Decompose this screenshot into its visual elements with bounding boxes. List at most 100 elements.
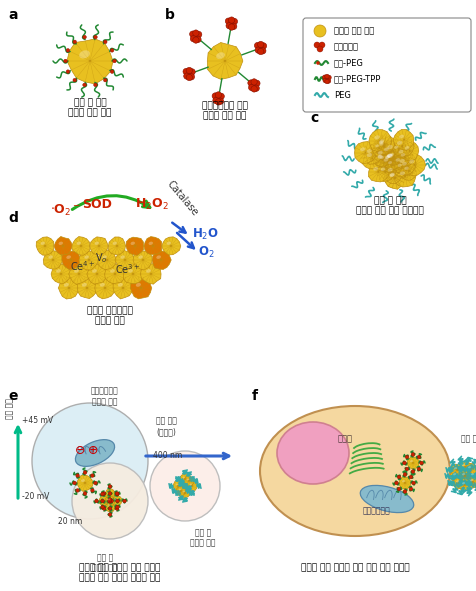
Circle shape xyxy=(115,506,119,510)
Text: 지질-PEG: 지질-PEG xyxy=(333,59,363,67)
Polygon shape xyxy=(98,251,116,269)
Circle shape xyxy=(64,59,67,63)
Circle shape xyxy=(228,21,234,27)
Polygon shape xyxy=(99,496,109,506)
Ellipse shape xyxy=(182,491,185,492)
Polygon shape xyxy=(368,129,391,152)
Ellipse shape xyxy=(461,473,464,475)
Ellipse shape xyxy=(461,482,464,484)
Ellipse shape xyxy=(120,255,125,259)
Text: SOD: SOD xyxy=(82,198,112,211)
Polygon shape xyxy=(105,496,115,506)
Text: 세포 밖 위치: 세포 밖 위치 xyxy=(460,434,476,443)
Polygon shape xyxy=(371,149,392,171)
Circle shape xyxy=(186,74,192,80)
Ellipse shape xyxy=(398,150,403,154)
Polygon shape xyxy=(89,237,108,255)
Text: ⊖: ⊖ xyxy=(75,444,85,457)
Text: Catalase: Catalase xyxy=(165,179,199,218)
Circle shape xyxy=(195,31,201,38)
Polygon shape xyxy=(113,277,134,299)
Ellipse shape xyxy=(387,154,392,158)
Circle shape xyxy=(194,36,201,43)
Circle shape xyxy=(116,499,119,503)
Polygon shape xyxy=(374,138,392,155)
Circle shape xyxy=(112,59,116,63)
Circle shape xyxy=(32,403,148,519)
Polygon shape xyxy=(380,150,398,168)
Text: 미토콘드리아 표적
세리아 나노 입자: 미토콘드리아 표적 세리아 나노 입자 xyxy=(202,101,248,121)
Ellipse shape xyxy=(375,144,378,147)
Circle shape xyxy=(190,35,196,42)
Circle shape xyxy=(313,42,319,48)
Polygon shape xyxy=(371,145,393,167)
Polygon shape xyxy=(179,474,189,484)
Polygon shape xyxy=(380,151,399,170)
Polygon shape xyxy=(360,144,382,164)
Polygon shape xyxy=(392,145,412,164)
Ellipse shape xyxy=(166,242,170,245)
Ellipse shape xyxy=(128,269,133,273)
Circle shape xyxy=(317,46,322,52)
Circle shape xyxy=(408,487,412,491)
Polygon shape xyxy=(381,163,403,184)
Ellipse shape xyxy=(383,148,388,151)
Ellipse shape xyxy=(112,242,117,245)
Circle shape xyxy=(316,61,319,65)
Circle shape xyxy=(192,37,198,43)
Ellipse shape xyxy=(66,255,71,259)
Polygon shape xyxy=(378,142,399,162)
Ellipse shape xyxy=(398,135,403,138)
Polygon shape xyxy=(43,251,63,269)
Ellipse shape xyxy=(114,499,117,501)
Ellipse shape xyxy=(384,155,389,159)
Ellipse shape xyxy=(394,145,397,149)
Text: f: f xyxy=(251,389,258,403)
Circle shape xyxy=(93,83,97,87)
Circle shape xyxy=(394,481,397,485)
Ellipse shape xyxy=(178,489,180,491)
Circle shape xyxy=(416,467,420,471)
Ellipse shape xyxy=(404,167,408,170)
Circle shape xyxy=(248,85,254,90)
Polygon shape xyxy=(381,139,403,162)
Circle shape xyxy=(250,79,257,85)
Circle shape xyxy=(102,506,106,510)
Ellipse shape xyxy=(102,255,107,259)
Ellipse shape xyxy=(453,467,456,469)
Ellipse shape xyxy=(138,255,143,259)
Polygon shape xyxy=(62,251,80,269)
Polygon shape xyxy=(458,479,470,491)
Text: +45 mV: +45 mV xyxy=(22,416,53,425)
Text: O$_2$: O$_2$ xyxy=(198,245,214,260)
Ellipse shape xyxy=(107,505,110,506)
Ellipse shape xyxy=(408,160,414,164)
Polygon shape xyxy=(108,237,125,255)
Polygon shape xyxy=(389,141,407,159)
Ellipse shape xyxy=(385,155,389,158)
Polygon shape xyxy=(383,167,405,189)
Circle shape xyxy=(103,79,107,82)
Polygon shape xyxy=(152,251,171,269)
Polygon shape xyxy=(382,148,401,170)
Circle shape xyxy=(108,500,111,504)
Ellipse shape xyxy=(386,154,391,157)
Circle shape xyxy=(215,95,221,102)
Circle shape xyxy=(255,47,261,53)
Polygon shape xyxy=(360,148,382,169)
Polygon shape xyxy=(384,168,403,188)
Circle shape xyxy=(122,499,126,503)
Circle shape xyxy=(188,74,194,80)
Circle shape xyxy=(324,74,328,79)
Polygon shape xyxy=(381,148,402,170)
Ellipse shape xyxy=(175,483,178,485)
Ellipse shape xyxy=(182,476,185,479)
Ellipse shape xyxy=(378,141,383,144)
Ellipse shape xyxy=(48,255,53,259)
Circle shape xyxy=(257,45,263,51)
Text: 세포 내 표적
세리아 나노 입자: 세포 내 표적 세리아 나노 입자 xyxy=(68,98,111,118)
FancyArrowPatch shape xyxy=(72,196,149,209)
Polygon shape xyxy=(394,154,415,175)
Polygon shape xyxy=(105,502,115,512)
Text: 세포 내
항산화 기능: 세포 내 항산화 기능 xyxy=(92,553,118,573)
